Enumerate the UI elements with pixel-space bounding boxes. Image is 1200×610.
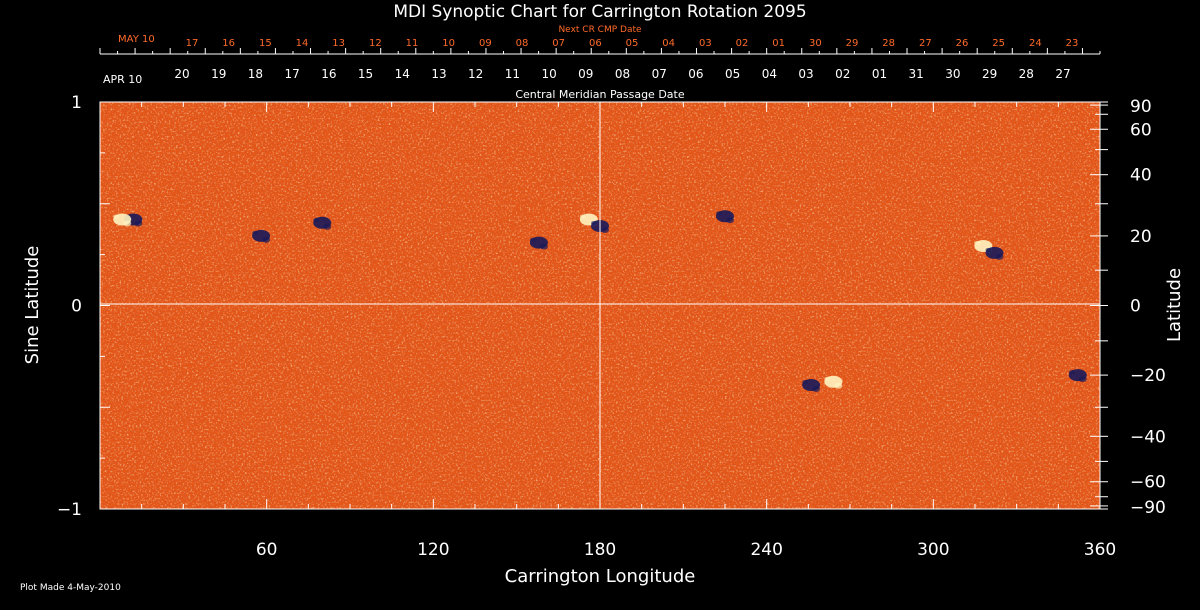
x-tick-label: 300 bbox=[917, 540, 949, 560]
cmp-date-label: 17 bbox=[284, 67, 299, 81]
next-cmp-date-label: 30 bbox=[809, 38, 822, 49]
y-tick-label: −1 bbox=[57, 500, 82, 520]
next-cmp-date-label: 02 bbox=[736, 38, 749, 49]
next-cmp-date-label: 16 bbox=[222, 38, 235, 49]
next-cmp-date-label: 12 bbox=[369, 38, 382, 49]
chart-title: MDI Synoptic Chart for Carrington Rotati… bbox=[393, 2, 806, 22]
cmp-date-label: 29 bbox=[982, 67, 997, 81]
cmp-date-label: 01 bbox=[872, 67, 887, 81]
y-axis-left-label: Sine Latitude bbox=[22, 246, 43, 365]
x-tick-label: 180 bbox=[584, 540, 616, 560]
lat-tick-label: 40 bbox=[1130, 166, 1152, 186]
lat-tick-label: −20 bbox=[1130, 366, 1166, 386]
cmp-date-label: 31 bbox=[909, 67, 924, 81]
cmp-date-label: 20 bbox=[174, 67, 189, 81]
lat-tick-label: 60 bbox=[1130, 120, 1152, 140]
cmp-date-label: 15 bbox=[358, 67, 373, 81]
next-cmp-axis-title: Next CR CMP Date bbox=[558, 25, 642, 35]
left-axis: 1 0 −1 bbox=[57, 93, 110, 520]
cmp-date-label: 30 bbox=[945, 67, 960, 81]
next-cmp-date-label: 27 bbox=[919, 38, 932, 49]
next-cmp-date-label: 09 bbox=[479, 38, 492, 49]
cmp-date-label: 02 bbox=[835, 67, 850, 81]
cmp-date-label: 28 bbox=[1019, 67, 1034, 81]
cmp-date-label: 03 bbox=[798, 67, 813, 81]
active-region-negative bbox=[529, 236, 548, 250]
active-region-positive bbox=[824, 375, 843, 389]
cmp-date-label: 12 bbox=[468, 67, 483, 81]
next-cmp-date-label: 15 bbox=[259, 38, 272, 49]
next-cmp-date-label: 03 bbox=[699, 38, 712, 49]
active-region-negative bbox=[802, 379, 821, 393]
right-axis: 90 60 40 20 0 −20 −40 −60 −90 bbox=[1090, 97, 1166, 518]
cmp-date-label: 14 bbox=[395, 67, 410, 81]
next-cmp-date-label: 23 bbox=[1066, 38, 1079, 49]
cmp-date-label: 07 bbox=[652, 67, 667, 81]
cmp-date-label: 11 bbox=[505, 67, 520, 81]
y-axis-right-label: Latitude bbox=[1164, 268, 1185, 342]
next-cmp-date-label: 25 bbox=[992, 38, 1005, 49]
next-cmp-date-label: 10 bbox=[442, 38, 455, 49]
x-tick-label: 60 bbox=[256, 540, 278, 560]
next-cmp-start-label: MAY 10 bbox=[118, 34, 155, 45]
plot-made-footer: Plot Made 4-May-2010 bbox=[20, 583, 121, 593]
lat-tick-label: −90 bbox=[1130, 498, 1166, 518]
lat-tick-label: −40 bbox=[1130, 427, 1166, 447]
cmp-date-label: 08 bbox=[615, 67, 630, 81]
next-cmp-dates: 17 16 15 14 13 12 11 10 09 08 07 06 05 04 03 02 01 30 29 28… bbox=[99, 38, 1101, 54]
next-cmp-date-label: 14 bbox=[296, 38, 309, 49]
x-axis-label: Carrington Longitude bbox=[505, 566, 696, 587]
next-cmp-date-label: 01 bbox=[772, 38, 785, 49]
next-cmp-date-label: 29 bbox=[846, 38, 859, 49]
cmp-date-label: 06 bbox=[688, 67, 703, 81]
cmp-dates: 20 19 18 17 16 15 14 13 12 11 10 09 08 07 06 05 04 03 02 01… bbox=[174, 67, 1070, 81]
next-cmp-date-label: 07 bbox=[552, 38, 565, 49]
bottom-axis: 60 120 180 240 300 360 bbox=[99, 102, 1116, 560]
active-region-negative bbox=[252, 229, 271, 243]
cmp-date-label: 18 bbox=[248, 67, 263, 81]
cmp-date-label: 05 bbox=[725, 67, 740, 81]
next-cmp-date-label: 08 bbox=[516, 38, 529, 49]
cmp-date-label: 27 bbox=[1055, 67, 1070, 81]
x-tick-label: 240 bbox=[750, 540, 782, 560]
active-region-negative bbox=[313, 216, 332, 230]
lat-tick-label: 90 bbox=[1130, 97, 1152, 117]
cmp-axis-title: Central Meridian Passage Date bbox=[515, 88, 684, 101]
active-region-negative bbox=[716, 210, 734, 224]
lat-tick-label: 0 bbox=[1130, 297, 1141, 317]
cmp-start-label: APR 10 bbox=[103, 73, 142, 86]
next-cmp-date-label: 05 bbox=[626, 38, 639, 49]
cmp-date-label: 04 bbox=[762, 67, 777, 81]
cmp-date-label: 16 bbox=[321, 67, 336, 81]
next-cmp-date-label: 26 bbox=[956, 38, 969, 49]
cmp-date-label: 13 bbox=[431, 67, 446, 81]
next-cmp-date-label: 06 bbox=[589, 38, 602, 49]
active-region-negative bbox=[1068, 369, 1087, 383]
next-cmp-date-label: 13 bbox=[332, 38, 345, 49]
y-tick-label: 1 bbox=[71, 93, 82, 113]
next-cmp-date-label: 11 bbox=[406, 38, 419, 49]
lat-tick-label: 20 bbox=[1130, 227, 1152, 247]
lat-tick-label: −60 bbox=[1130, 473, 1166, 493]
x-tick-label: 120 bbox=[417, 540, 449, 560]
x-tick-label: 360 bbox=[1084, 540, 1116, 560]
cmp-date-label: 10 bbox=[541, 67, 556, 81]
next-cmp-date-label: 17 bbox=[186, 38, 199, 49]
next-cmp-date-label: 04 bbox=[662, 38, 675, 49]
cmp-date-label: 09 bbox=[578, 67, 593, 81]
y-tick-label: 0 bbox=[71, 297, 82, 317]
next-cmp-date-label: 24 bbox=[1029, 38, 1042, 49]
active-region-negative bbox=[985, 246, 1004, 260]
next-cmp-date-label: 28 bbox=[882, 38, 895, 49]
active-region-positive bbox=[113, 213, 132, 227]
cmp-date-label: 19 bbox=[211, 67, 226, 81]
